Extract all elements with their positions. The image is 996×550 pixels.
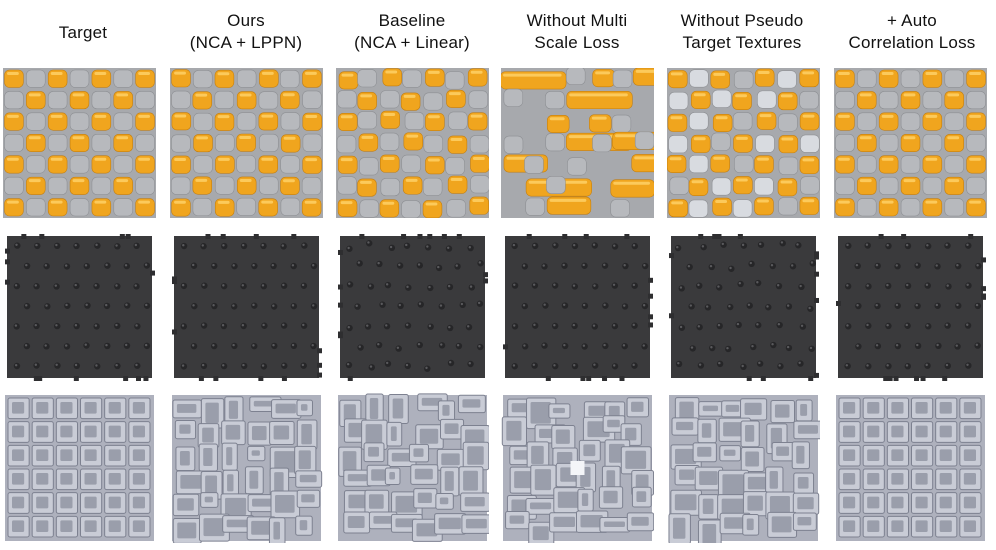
- texture-dark-col-0: [3, 232, 156, 382]
- column-header-target: Target: [58, 23, 108, 42]
- texture-grid-col-3: [501, 393, 654, 543]
- texture-grid-col-1: [170, 393, 323, 543]
- texture-checker-col-1: [170, 68, 323, 218]
- texture-checker-col-5: [834, 68, 987, 218]
- texture-dark-col-1: [170, 232, 323, 382]
- texture-checker-col-2: [336, 68, 489, 218]
- texture-checker-col-0: [3, 68, 156, 218]
- texture-dark-col-2: [336, 232, 489, 382]
- column-header-no-multiscale: Without Multi Scale Loss: [526, 11, 628, 52]
- column-header-ours: Ours (NCA + LPPN): [189, 11, 303, 52]
- texture-dark-col-5: [834, 232, 987, 382]
- column-header-baseline: Baseline (NCA + Linear): [354, 11, 470, 52]
- texture-checker-col-4: [667, 68, 820, 218]
- texture-grid-col-5: [834, 393, 987, 543]
- texture-grid-col-4: [667, 393, 820, 543]
- column-header-no-pseudo-target: Without Pseudo Target Textures: [680, 11, 804, 52]
- column-header-autocorrelation: + Auto Correlation Loss: [848, 11, 976, 52]
- texture-checker-col-3: [501, 68, 654, 218]
- texture-dark-col-3: [501, 232, 654, 382]
- texture-dark-col-4: [667, 232, 820, 382]
- texture-grid-col-0: [3, 393, 156, 543]
- texture-grid-col-2: [336, 393, 489, 543]
